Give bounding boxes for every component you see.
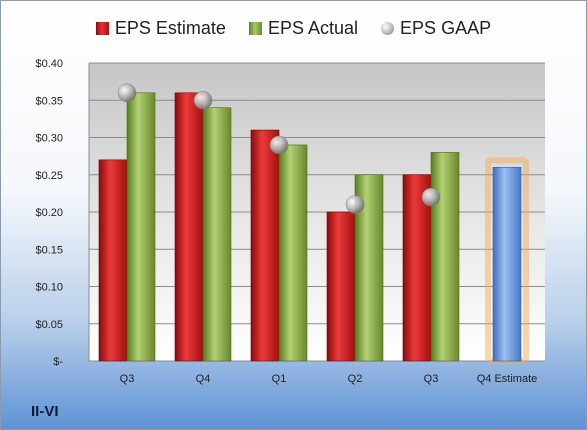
- y-tick-label: $0.20: [35, 207, 63, 219]
- y-tick-label: $0.25: [35, 170, 63, 182]
- legend-eps-gaap: EPS GAAP: [381, 18, 491, 39]
- x-tick-label: Q2: [348, 373, 363, 385]
- point-eps-gaap: [193, 91, 213, 110]
- bar-eps-estimate: [174, 92, 204, 362]
- x-tick-label: Q1: [272, 373, 287, 385]
- legend-swatch-gaap: [381, 22, 395, 35]
- bar-eps-actual: [430, 152, 460, 362]
- point-eps-gaap: [345, 195, 365, 214]
- x-tick-label: Q4: [196, 373, 211, 385]
- bar-eps-actual: [202, 107, 232, 362]
- legend-eps-actual: EPS Actual: [248, 18, 359, 39]
- point-eps-gaap: [269, 135, 289, 155]
- y-tick-label: $0.15: [35, 244, 63, 256]
- y-tick-label: $0.30: [35, 133, 63, 145]
- legend-label-gaap: EPS GAAP: [400, 18, 492, 38]
- point-eps-gaap: [421, 187, 441, 207]
- bar-eps-estimate: [250, 129, 280, 362]
- point-eps-gaap: [117, 83, 137, 103]
- legend-swatch-estimate: [95, 22, 109, 35]
- bar-eps-actual: [126, 92, 156, 362]
- bar-eps-actual: [278, 144, 308, 362]
- bar-q4-estimate: [492, 167, 522, 362]
- y-tick-label: $0.40: [35, 58, 63, 70]
- bar-eps-estimate: [326, 211, 356, 362]
- y-tick-label: $0.35: [35, 95, 63, 107]
- bar-eps-estimate: [402, 174, 432, 362]
- x-tick-label: Q3: [424, 373, 439, 385]
- legend-swatch-actual: [248, 22, 262, 35]
- y-tick-label: $0.10: [35, 282, 63, 294]
- legend-eps-estimate: EPS Estimate: [95, 18, 226, 39]
- legend-label-actual: EPS Actual: [267, 18, 359, 38]
- company-ticker: II-VI: [31, 403, 59, 420]
- y-tick-label: $0.05: [35, 319, 63, 331]
- y-tick-label: $-: [53, 356, 63, 368]
- legend: EPS Estimate EPS Actual EPS GAAP: [1, 18, 586, 39]
- x-tick-label: Q3: [120, 373, 135, 385]
- bar-eps-estimate: [98, 159, 128, 362]
- legend-label-estimate: EPS Estimate: [114, 18, 226, 38]
- x-tick-label: Q4 Estimate: [477, 373, 538, 385]
